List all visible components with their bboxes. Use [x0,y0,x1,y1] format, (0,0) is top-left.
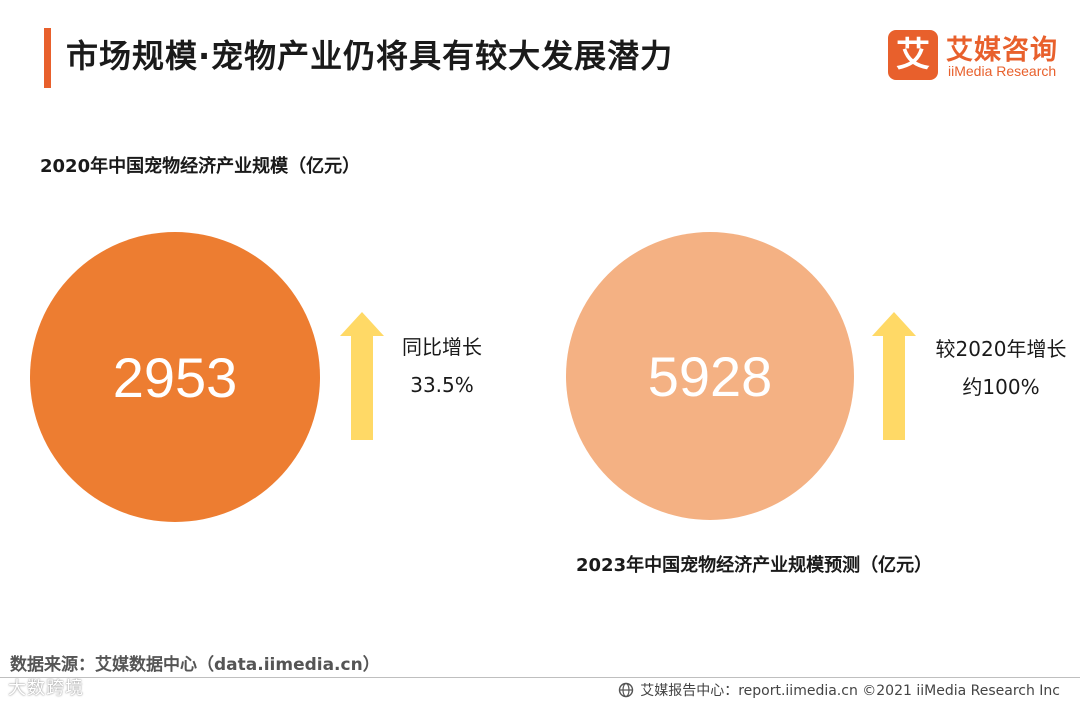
bubble-2023: 5928 [566,232,854,520]
iimedia-logo: 艾 艾媒咨询 iiMedia Research [888,28,1064,84]
note-2020: 同比增长 33.5% [384,328,500,404]
data-source: 数据来源：艾媒数据中心（data.iimedia.cn） [10,655,380,675]
up-arrow-icon [872,312,916,440]
logo-name: 艾媒咨询 [946,35,1058,66]
up-arrow-icon [340,312,384,440]
value-2020: 2953 [112,345,238,409]
title-accent-bar [44,28,51,88]
globe-icon [619,682,634,698]
note-2020-line2: 33.5% [410,373,474,397]
footer-divider [0,677,1080,678]
footer-report-text: 艾媒报告中心：report.iimedia.cn ©2021 iiMedia R… [640,683,1060,699]
note-2023-line1: 较2020年增长 [935,337,1067,361]
note-2020-line1: 同比增长 [402,335,482,359]
page-title: 市场规模·宠物产业仍将具有较大发展潜力 [66,37,674,75]
label-2023: 2023年中国宠物经济产业规模预测（亿元） [576,555,933,576]
note-2023-line2: 约100% [962,375,1040,399]
watermark: 大数跨境 [8,678,84,699]
footer-report: 艾媒报告中心：report.iimedia.cn ©2021 iiMedia R… [618,680,1060,700]
value-2023: 5928 [647,344,773,408]
note-2023: 较2020年增长 约100% [926,330,1076,406]
logo-subtitle: iiMedia Research [948,63,1057,79]
bubble-2020: 2953 [30,232,320,522]
logo-mark-icon: 艾 [888,30,938,80]
label-2020: 2020年中国宠物经济产业规模（亿元） [40,156,361,177]
